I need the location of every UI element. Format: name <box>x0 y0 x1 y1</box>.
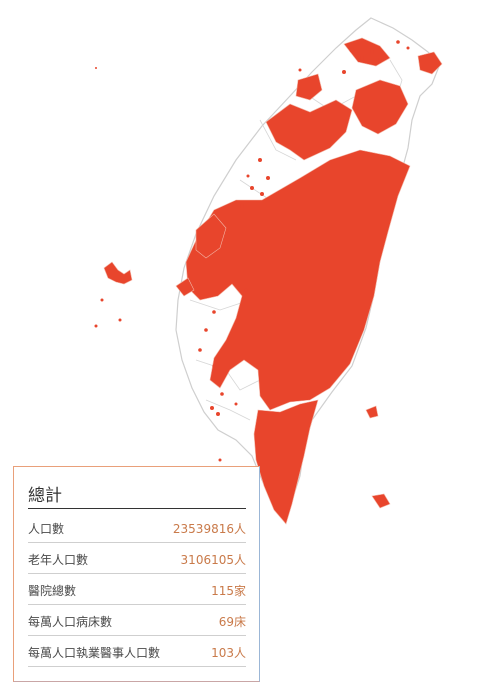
region-orchid-island <box>371 493 391 509</box>
region-central-mountains <box>185 149 411 411</box>
region-north-central <box>265 99 353 161</box>
region-green-island <box>365 405 379 419</box>
row-label: 醫院總數 <box>28 584 77 598</box>
row-value: 115家 <box>211 584 246 598</box>
region-west-central <box>175 277 195 297</box>
row-value: 3106105人 <box>180 553 246 567</box>
row-label: 老年人口數 <box>28 553 89 567</box>
row-elderly-population: 老年人口數 3106105人 <box>28 543 246 574</box>
district-borders <box>189 59 403 421</box>
region-north-west <box>295 73 323 101</box>
region-west-coast <box>195 213 227 259</box>
region-penghu <box>103 261 133 285</box>
row-value: 23539816人 <box>172 522 246 536</box>
summary-title: 總計 <box>28 486 62 506</box>
region-south <box>253 399 319 525</box>
row-medical-staff-per-10k: 每萬人口執業醫事人口數 103人 <box>28 636 246 667</box>
region-ne-cape <box>417 51 443 75</box>
row-value: 69床 <box>218 615 246 629</box>
summary-panel: 總計 人口數 23539816人 老年人口數 3106105人 醫院總數 115… <box>13 466 260 682</box>
district-dots <box>94 40 410 462</box>
title-divider <box>28 508 246 509</box>
region-north-east <box>351 79 409 135</box>
row-label: 每萬人口病床數 <box>28 615 113 629</box>
row-label: 人口數 <box>28 522 65 536</box>
row-population: 人口數 23539816人 <box>28 512 246 543</box>
row-hospital-count: 醫院總數 115家 <box>28 574 246 605</box>
row-beds-per-10k: 每萬人口病床數 69床 <box>28 605 246 636</box>
row-value: 103人 <box>211 646 246 660</box>
row-label: 每萬人口執業醫事人口數 <box>28 646 161 660</box>
highlighted-regions <box>103 37 443 525</box>
